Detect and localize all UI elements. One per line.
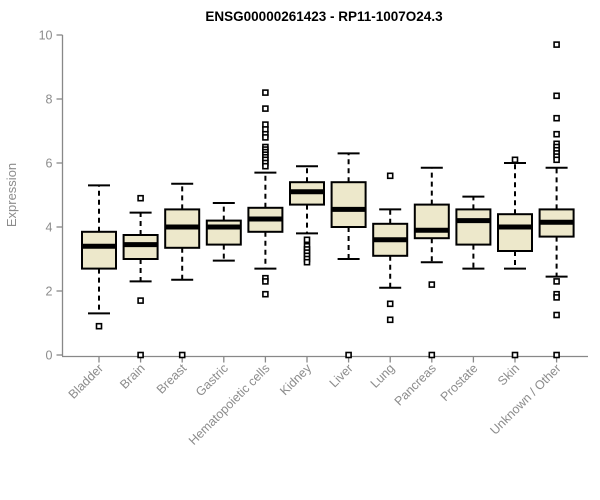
- iqr-box: [413, 203, 450, 240]
- outlier-point: [511, 156, 519, 164]
- outlier-point: [428, 351, 436, 359]
- outlier-point: [262, 134, 269, 141]
- outlier-point: [178, 351, 186, 359]
- box-gastric: [205, 202, 242, 262]
- box-brain: [122, 194, 159, 359]
- x-tick-label-pancreas: Pancreas: [392, 361, 439, 408]
- box-lung: [372, 172, 409, 324]
- x-tick-label-bladder: Bladder: [66, 361, 106, 401]
- outlier-point: [553, 92, 560, 100]
- x-tick-label-prostate: Prostate: [438, 361, 481, 404]
- box-kidney: [289, 165, 325, 266]
- x-tick-label-hematopoietic-cells: Hematopoietic cells: [186, 361, 273, 448]
- outlier-point: [262, 89, 269, 96]
- outlier-point: [553, 294, 560, 301]
- y-tick-label: 4: [46, 220, 53, 234]
- outlier-point: [553, 311, 560, 319]
- outlier-point: [262, 105, 269, 112]
- outlier-point: [137, 351, 144, 359]
- y-tick-label: 8: [46, 92, 53, 106]
- y-tick-label: 10: [39, 28, 53, 42]
- outlier-point: [553, 278, 560, 285]
- x-tick-label-gastric: Gastric: [193, 361, 231, 399]
- iqr-box: [81, 230, 117, 270]
- outlier-point: [386, 316, 394, 324]
- outlier-point: [303, 258, 311, 266]
- x-tick-label-lung: Lung: [368, 361, 398, 391]
- plot-layer: 0 2 4 6 8 10 Bladder Brain Breast GastricHematopo…: [39, 28, 588, 448]
- y-tick-label: 2: [46, 284, 53, 298]
- outlier-point: [345, 351, 352, 359]
- x-tick-label-brain: Brain: [117, 361, 148, 392]
- outlier-point: [553, 130, 560, 138]
- outlier-point: [386, 300, 394, 308]
- outlier-point: [553, 41, 560, 48]
- chart-title: ENSG00000261423 - RP11-1007O24.3: [205, 9, 443, 24]
- x-tick-label-skin: Skin: [495, 361, 522, 388]
- outlier-point: [262, 162, 269, 170]
- outlier-point: [386, 172, 394, 180]
- x-tick-label-kidney: Kidney: [277, 361, 314, 398]
- x-tick-label-unknown-other: Unknown / Other: [487, 361, 563, 437]
- y-axis-label: Expression: [4, 163, 19, 227]
- outlier-point: [511, 351, 519, 359]
- outlier-point: [303, 236, 311, 244]
- outlier-point: [428, 281, 436, 288]
- outlier-point: [137, 297, 144, 304]
- iqr-box: [455, 208, 492, 246]
- box-hematopoietic-cells: [247, 89, 284, 298]
- outlier-point: [553, 156, 560, 164]
- y-tick-label: 6: [46, 156, 53, 170]
- outlier-point: [137, 194, 144, 202]
- box-skin: [497, 156, 533, 359]
- box-bladder: [81, 184, 117, 330]
- iqr-box: [330, 181, 367, 228]
- x-tick-label-liver: Liver: [327, 361, 356, 390]
- box-pancreas: [413, 166, 450, 359]
- outlier-point: [262, 278, 269, 285]
- box-breast: [164, 182, 201, 359]
- outlier-point: [95, 322, 103, 330]
- box-prostate: [455, 195, 492, 270]
- box-unknown-other: [538, 41, 575, 359]
- outlier-point: [553, 351, 560, 359]
- box-liver: [330, 152, 367, 359]
- outlier-point: [553, 114, 560, 122]
- outlier-point: [262, 290, 269, 298]
- y-tick-label: 0: [46, 348, 53, 362]
- iqr-box: [497, 213, 533, 252]
- iqr-box: [205, 219, 242, 246]
- x-tick-label-breast: Breast: [154, 361, 190, 397]
